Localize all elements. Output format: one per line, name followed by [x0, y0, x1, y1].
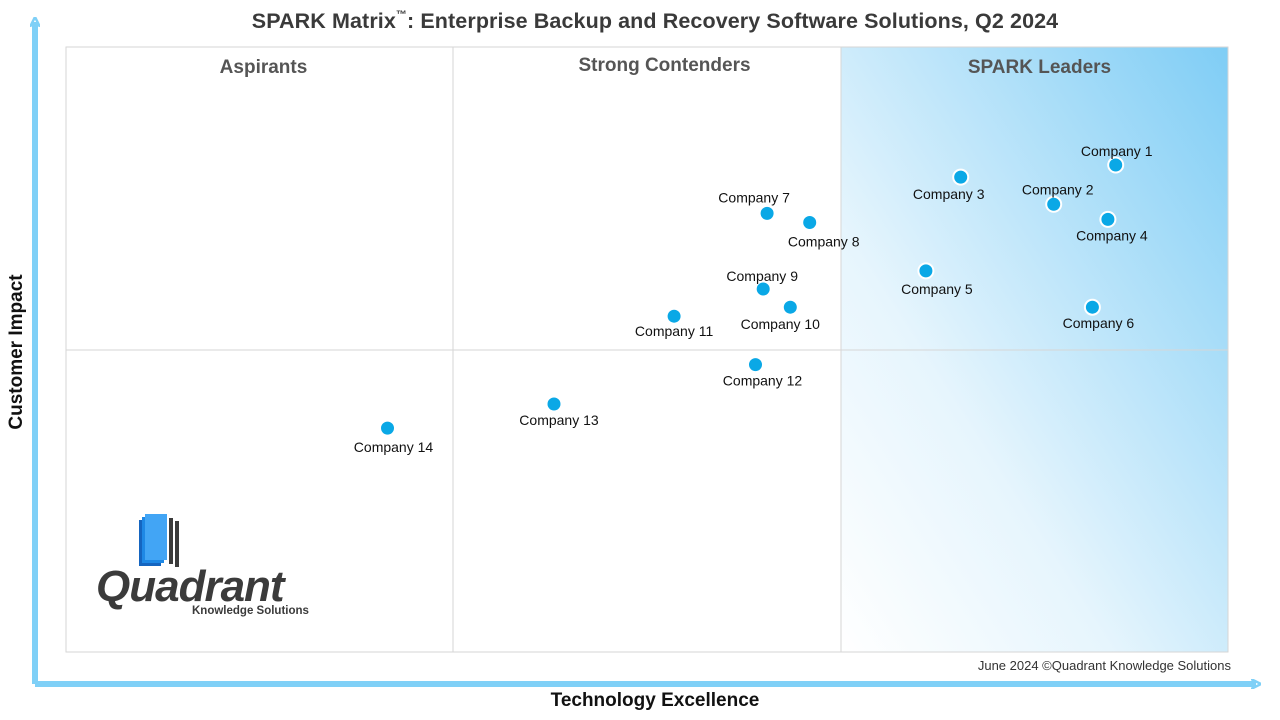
- data-point-6: [1083, 298, 1101, 316]
- data-point-7: [758, 204, 776, 222]
- title-main: SPARK Matrix: [251, 9, 396, 33]
- data-point-2: [1045, 195, 1063, 213]
- data-point-11: [665, 307, 683, 325]
- data-point-label-14: Company 14: [354, 439, 434, 455]
- data-points: Company 1 Company 2 Company 3 Company 4 Comp…: [354, 143, 1153, 455]
- data-point-label-3: Company 3: [913, 186, 985, 202]
- data-point-label-6: Company 6: [1063, 315, 1135, 331]
- data-point-3: [952, 168, 970, 186]
- quadrant-label-aspirants: Aspirants: [219, 57, 308, 78]
- data-point-9: [754, 280, 772, 298]
- data-point-5: [917, 262, 935, 280]
- data-point-label-8: Company 8: [788, 234, 860, 250]
- quadrant-label-spark-leaders: SPARK Leaders: [967, 57, 1112, 78]
- logo-wordmark: Quadrant: [96, 562, 285, 611]
- logo-subtitle: Knowledge Solutions: [192, 605, 309, 617]
- data-point-label-9: Company 9: [726, 268, 798, 284]
- chart-title: SPARK Matrix™: Enterprise Backup and Rec…: [0, 9, 1280, 34]
- footnote: June 2024 ©Quadrant Knowledge Solutions: [977, 658, 1231, 673]
- data-point-label-7: Company 7: [718, 189, 790, 205]
- data-point-8: [801, 214, 819, 231]
- data-point-label-11: Company 11: [635, 323, 714, 339]
- title-rest: : Enterprise Backup and Recovery Softwar…: [407, 9, 1059, 33]
- data-point-label-12: Company 12: [723, 373, 803, 389]
- title-trademark: ™: [395, 8, 408, 21]
- quadrant-label-strong-contenders: Strong Contenders: [578, 55, 751, 76]
- data-point-label-13: Company 13: [519, 412, 599, 428]
- data-point-label-4: Company 4: [1076, 227, 1148, 243]
- data-point-label-2: Company 2: [1022, 181, 1094, 197]
- data-point-1: [1107, 156, 1125, 174]
- data-point-14: [379, 419, 396, 437]
- data-point-4: [1099, 210, 1117, 228]
- data-point-12: [747, 356, 764, 374]
- book-logo-icon: [139, 514, 179, 567]
- y-axis-label: Customer Impact: [6, 274, 27, 430]
- data-point-label-5: Company 5: [901, 281, 973, 297]
- quadrant-logo: Quadrant Knowledge Solutions: [92, 512, 322, 622]
- data-point-label-1: Company 1: [1081, 143, 1153, 159]
- data-point-13: [545, 395, 563, 413]
- data-point-10: [781, 298, 799, 316]
- data-point-label-10: Company 10: [741, 316, 821, 332]
- x-axis-label: Technology Excellence: [550, 690, 760, 711]
